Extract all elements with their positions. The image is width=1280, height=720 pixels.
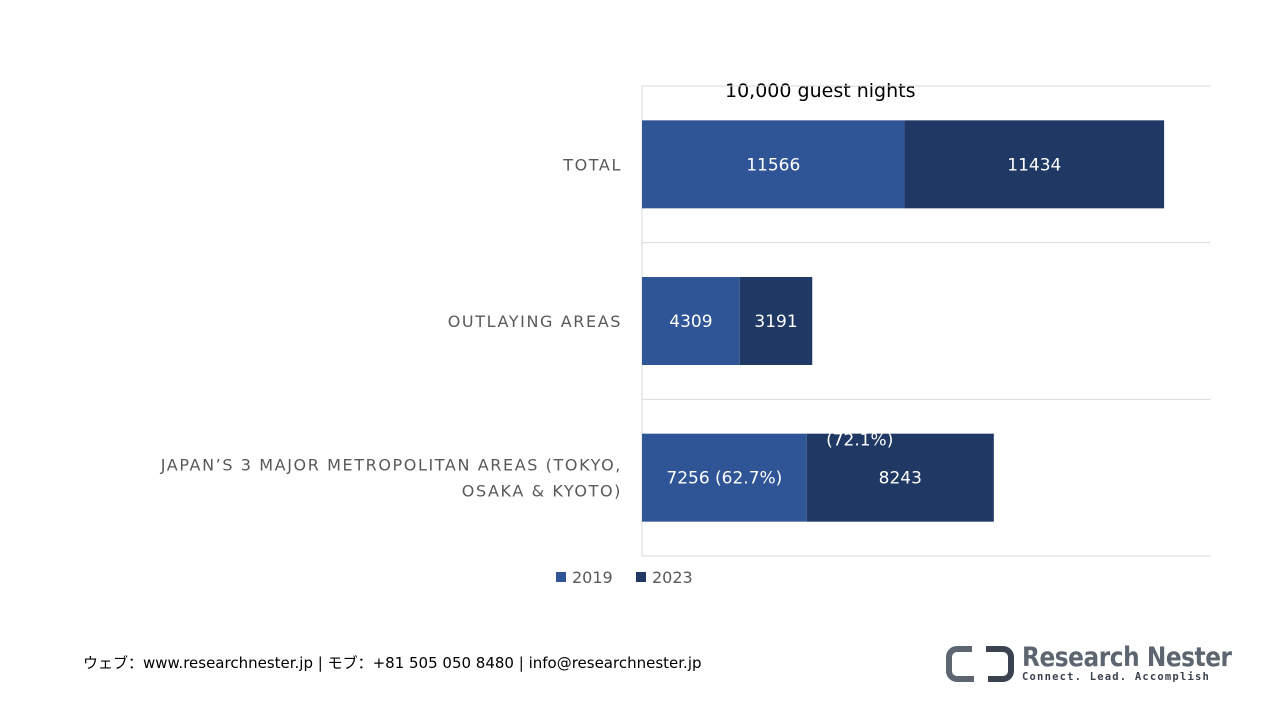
footer-contact: ウェブ：www.researchnester.jp | モブ：+81 505 0… xyxy=(83,654,702,672)
chart-unit-label: 10,000 guest nights xyxy=(725,80,915,102)
bar-2023-0 xyxy=(904,120,1165,209)
category-label: TOTAL xyxy=(562,155,622,174)
legend-label-2023: 2023 xyxy=(652,568,693,587)
bar-2023-1 xyxy=(739,277,813,365)
data-label-2023-1: 3191 xyxy=(754,312,797,332)
logo-icon xyxy=(946,642,1014,686)
legend: 2019 2023 xyxy=(556,568,693,587)
annotation-label: (72.1%) xyxy=(826,431,893,451)
data-label-2019-1: 4309 xyxy=(669,312,712,332)
category-label: OUTLAYING AREAS xyxy=(448,312,622,331)
data-label-2023-0: 11434 xyxy=(1007,155,1061,175)
legend-swatch-2019 xyxy=(556,572,566,582)
logo-tagline: Connect. Lead. Accomplish xyxy=(1022,671,1211,683)
logo-name: Research Nester xyxy=(1022,642,1232,673)
data-label-2023-2: 8243 xyxy=(879,469,922,489)
legend-label-2019: 2019 xyxy=(572,568,613,587)
plot-area: 11566 11434 4309 3191 7256 (62.7%) 8243 (72.1%… xyxy=(641,85,1210,557)
research-nester-logo: Research Nester Connect. Lead. Accomplis… xyxy=(944,640,1232,690)
data-label-2019-0: 11566 xyxy=(746,155,800,175)
category-label: OSAKA & KYOTO) xyxy=(462,482,622,501)
bar-2019-2 xyxy=(642,433,807,522)
legend-swatch-2023 xyxy=(636,572,646,582)
bar-2019-0 xyxy=(642,120,905,209)
data-label-2019-2: 7256 (62.7%) xyxy=(666,469,782,489)
category-label: JAPAN’S 3 MAJOR METROPOLITAN AREAS (TOKY… xyxy=(160,456,622,475)
category-labels: TOTAL OUTLAYING AREAS JAPAN’S 3 MAJOR METR… xyxy=(160,155,622,501)
bar-2023-2 xyxy=(806,433,994,522)
bar-2019-1 xyxy=(642,277,740,365)
